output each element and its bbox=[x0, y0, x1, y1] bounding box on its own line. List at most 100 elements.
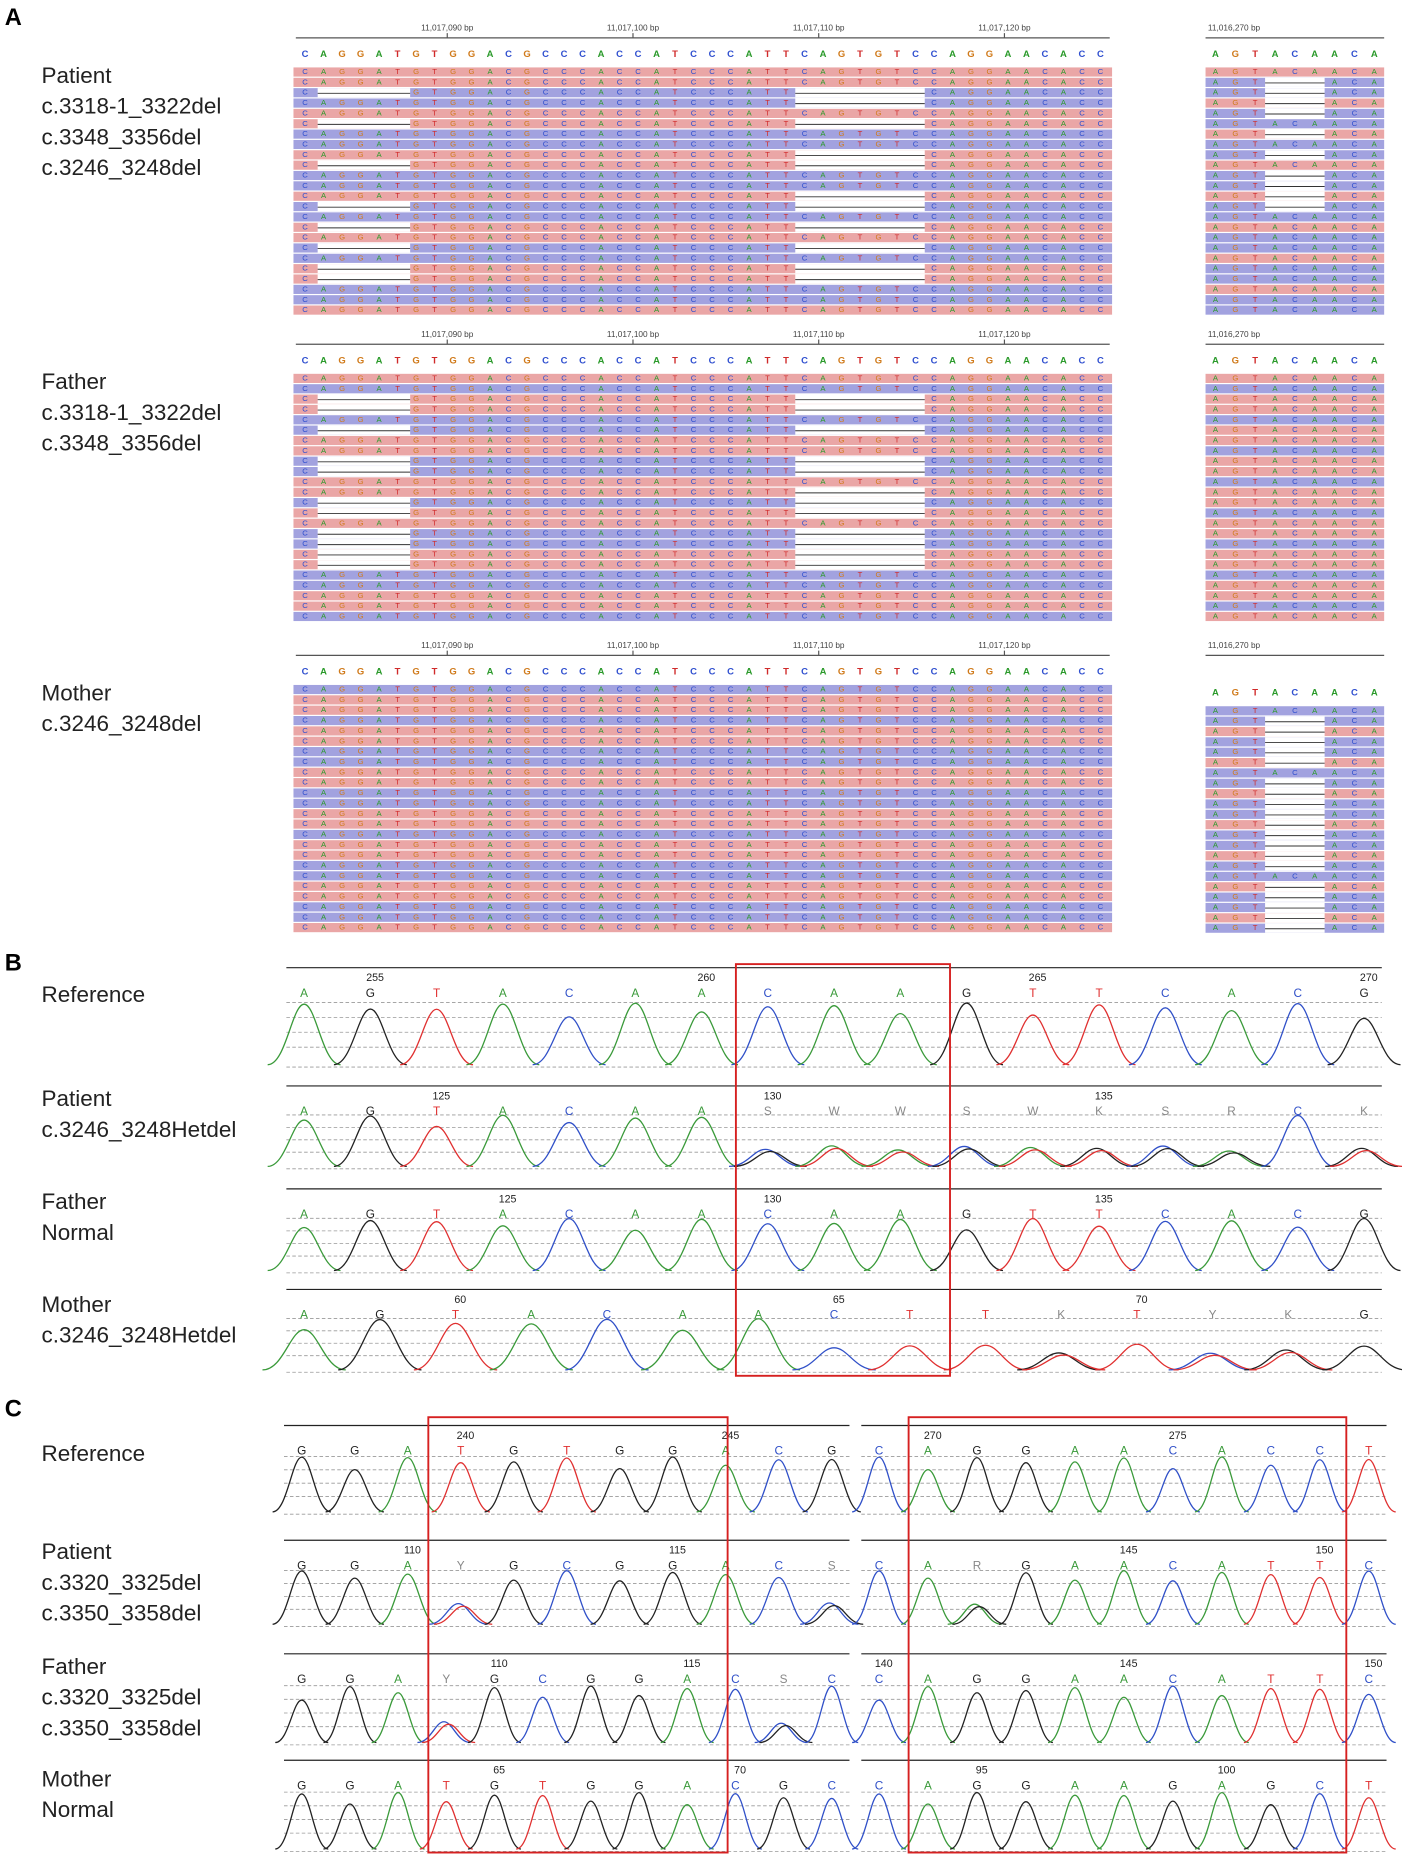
read-base: C bbox=[1079, 819, 1085, 828]
base-call: A bbox=[896, 986, 904, 1000]
read-base: C bbox=[931, 892, 937, 901]
read-base: A bbox=[746, 160, 752, 169]
read bbox=[1205, 580, 1385, 591]
read-base: A bbox=[1372, 181, 1378, 190]
read-base: C bbox=[580, 912, 586, 921]
read-base: G bbox=[986, 829, 992, 838]
read-base: T bbox=[784, 819, 789, 828]
read-base: A bbox=[1061, 601, 1067, 610]
read-base: A bbox=[598, 902, 604, 911]
trace-peak bbox=[949, 1456, 1005, 1513]
read-base: A bbox=[950, 819, 956, 828]
read-base: C bbox=[1042, 591, 1048, 600]
read-base: A bbox=[377, 871, 383, 880]
read-base: A bbox=[746, 295, 752, 304]
read-base: C bbox=[931, 716, 937, 725]
read-base: C bbox=[561, 726, 567, 735]
read-base: C bbox=[691, 757, 697, 766]
read-base: C bbox=[1042, 212, 1048, 221]
read-base: G bbox=[358, 384, 364, 393]
read-base: A bbox=[1213, 923, 1219, 932]
read-base: C bbox=[635, 436, 641, 445]
read-base: A bbox=[746, 243, 752, 252]
read-base: T bbox=[784, 726, 789, 735]
read-base: A bbox=[598, 384, 604, 393]
read-base: C bbox=[1352, 601, 1358, 610]
read-base: C bbox=[543, 923, 549, 932]
read-base: G bbox=[469, 233, 475, 242]
reference-base: G bbox=[412, 49, 419, 60]
read-base: G bbox=[413, 67, 419, 76]
read bbox=[1205, 284, 1385, 294]
read-base: T bbox=[432, 902, 437, 911]
read-base: A bbox=[1372, 404, 1378, 413]
base-call: A bbox=[631, 986, 639, 1000]
read-base: T bbox=[858, 829, 863, 838]
read-base: G bbox=[469, 580, 475, 589]
read-base: C bbox=[1352, 404, 1358, 413]
read-base: A bbox=[654, 98, 660, 107]
read-base: C bbox=[1352, 851, 1358, 860]
read-base: G bbox=[450, 253, 456, 262]
read-base: T bbox=[1253, 591, 1258, 600]
read-base: G bbox=[358, 778, 364, 787]
read-base: C bbox=[709, 840, 715, 849]
read-base: A bbox=[1024, 295, 1030, 304]
base-call: S bbox=[1161, 1104, 1169, 1118]
read-base: G bbox=[986, 736, 992, 745]
read-base: G bbox=[839, 747, 845, 756]
read-base: A bbox=[1312, 539, 1318, 548]
trace-peak bbox=[643, 1456, 703, 1513]
read-base: G bbox=[524, 498, 530, 507]
read-base: G bbox=[968, 67, 974, 76]
read-base: A bbox=[1332, 892, 1338, 901]
read-base: T bbox=[1253, 882, 1258, 891]
ruler-label: 11,017,090 bp bbox=[421, 641, 474, 650]
read-base: T bbox=[673, 591, 678, 600]
read-base: G bbox=[968, 871, 974, 880]
read-base: G bbox=[876, 902, 882, 911]
read-base: T bbox=[673, 446, 678, 455]
read-base: A bbox=[1213, 861, 1219, 870]
read-base: T bbox=[765, 601, 770, 610]
reference-base: C bbox=[1079, 355, 1086, 366]
read-base: A bbox=[746, 191, 752, 200]
read-base: A bbox=[1372, 799, 1378, 808]
read-base: A bbox=[377, 923, 383, 932]
read-base: G bbox=[1232, 191, 1238, 200]
read-base: C bbox=[709, 747, 715, 756]
read-base: C bbox=[931, 861, 937, 870]
read-base: C bbox=[931, 580, 937, 589]
read-base: T bbox=[895, 840, 900, 849]
read-base: G bbox=[450, 98, 456, 107]
read-base: T bbox=[1253, 549, 1258, 558]
read-base: A bbox=[820, 305, 826, 314]
read-base: A bbox=[487, 861, 493, 870]
read-base: G bbox=[968, 98, 974, 107]
trace-peak bbox=[484, 1461, 544, 1513]
read-base: T bbox=[858, 580, 863, 589]
read-base: C bbox=[302, 861, 308, 870]
deletion bbox=[795, 425, 925, 435]
read-base: G bbox=[358, 446, 364, 455]
read-base: C bbox=[1352, 67, 1358, 76]
read-base: T bbox=[858, 695, 863, 704]
deletion bbox=[795, 560, 925, 570]
read-base: G bbox=[1232, 903, 1238, 912]
reference-base: C bbox=[616, 49, 623, 60]
read bbox=[1205, 591, 1385, 601]
read-base: C bbox=[635, 871, 641, 880]
base-call: G bbox=[972, 1778, 981, 1792]
read bbox=[293, 923, 1113, 933]
read-base: C bbox=[802, 108, 808, 117]
read-base: G bbox=[524, 560, 530, 569]
read-base: C bbox=[617, 67, 623, 76]
read-base: C bbox=[1042, 612, 1048, 621]
read-base: T bbox=[673, 549, 678, 558]
read-base: G bbox=[876, 809, 882, 818]
read-base: T bbox=[765, 394, 770, 403]
read-base: A bbox=[1024, 840, 1030, 849]
trace-peak bbox=[333, 1008, 407, 1066]
read-base: A bbox=[1005, 778, 1011, 787]
read-base: T bbox=[673, 716, 678, 725]
